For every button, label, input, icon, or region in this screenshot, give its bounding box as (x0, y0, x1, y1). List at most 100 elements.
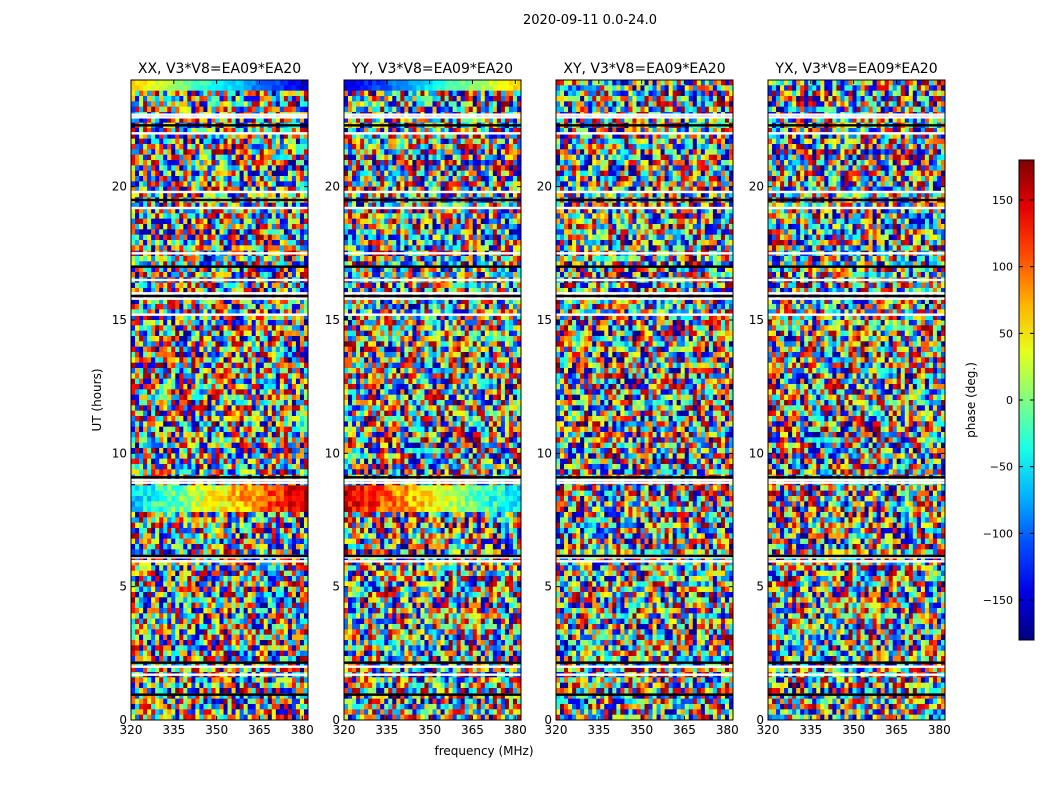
heatmap-cell (251, 229, 257, 236)
heatmap-cell (179, 341, 184, 348)
heatmap-cell (203, 160, 208, 166)
heatmap-cell (203, 341, 208, 348)
heatmap-cell (227, 570, 232, 577)
heatmap-cell (155, 138, 160, 145)
heatmap-cell (291, 288, 297, 294)
heatmap-cell (179, 309, 184, 316)
heatmap-cell (147, 389, 152, 396)
heatmap-cell (151, 645, 156, 652)
heatmap-cell (263, 528, 269, 534)
heatmap-cell (147, 144, 152, 150)
heatmap-cell (207, 442, 212, 449)
heatmap-cell (255, 320, 261, 326)
heatmap-cell (195, 458, 200, 465)
heatmap-cell (139, 634, 144, 641)
heatmap-cell (267, 208, 273, 214)
heatmap-cell (191, 202, 196, 209)
heatmap-cell (175, 213, 180, 220)
heatmap-cell (207, 549, 212, 556)
heatmap-cell (183, 485, 188, 492)
heatmap-cell (275, 320, 281, 326)
heatmap-cell (215, 224, 220, 230)
heatmap-cell (207, 80, 212, 86)
heatmap-cell (295, 336, 301, 342)
heatmap-cell (183, 133, 188, 140)
heatmap-cell (271, 176, 277, 182)
heatmap-cell (263, 90, 269, 97)
heatmap-cell (279, 618, 285, 625)
heatmap-cell (215, 581, 220, 588)
heatmap-cell (251, 453, 257, 460)
heatmap-cell (219, 613, 224, 620)
heatmap-cell (239, 378, 245, 385)
heatmap-cell (299, 192, 305, 198)
heatmap-cell (251, 181, 257, 188)
heatmap-cell (291, 186, 297, 193)
heatmap-cell (231, 522, 236, 529)
heatmap-cell (131, 421, 136, 428)
heatmap-cell (215, 261, 220, 268)
heatmap-cell (235, 234, 241, 241)
heatmap-cell (303, 613, 308, 620)
heatmap-cell (191, 309, 196, 316)
heatmap-cell (231, 186, 236, 193)
heatmap-cell (243, 373, 249, 380)
heatmap-cell (263, 661, 269, 668)
heatmap-cell (151, 458, 156, 465)
heatmap-cell (155, 325, 160, 332)
heatmap-cell (135, 133, 140, 140)
heatmap-cell (187, 661, 192, 668)
heatmap-cell (223, 245, 228, 252)
heatmap-cell (187, 314, 192, 321)
heatmap-cell (139, 517, 144, 524)
heatmap-cell (195, 490, 200, 497)
heatmap-cell (239, 154, 245, 161)
heatmap-cell (231, 229, 236, 236)
heatmap-cell (203, 565, 208, 572)
heatmap-cell (187, 458, 192, 465)
heatmap-cell (139, 170, 144, 177)
heatmap-cell (147, 517, 152, 524)
heatmap-cell (299, 426, 305, 433)
heatmap-cell (275, 458, 281, 465)
heatmap-cell (191, 378, 196, 385)
heatmap-cell (231, 432, 236, 438)
heatmap-cell (211, 186, 216, 193)
heatmap-cell (231, 133, 236, 140)
heatmap-cell (171, 138, 176, 145)
heatmap-cell (147, 506, 152, 513)
heatmap-cell (199, 213, 204, 220)
heatmap-cell (291, 448, 297, 454)
heatmap-cell (259, 533, 265, 540)
heatmap-cell (203, 234, 208, 241)
heatmap-cell (159, 645, 164, 652)
heatmap-cell (295, 570, 301, 577)
heatmap-cell (203, 400, 208, 406)
heatmap-cell (183, 181, 188, 188)
heatmap-cell (163, 394, 168, 401)
heatmap-cell (267, 661, 273, 668)
heatmap-cell (263, 624, 269, 630)
heatmap-cell (151, 240, 156, 246)
heatmap-cell (135, 384, 140, 390)
heatmap-cell (151, 650, 156, 657)
heatmap-cell (279, 448, 285, 454)
heatmap-cell (143, 373, 148, 380)
heatmap-cell (295, 533, 301, 540)
heatmap-cell (203, 538, 208, 545)
heatmap-cell (231, 362, 236, 369)
heatmap-cell (131, 624, 136, 630)
heatmap-cell (147, 650, 152, 657)
heatmap-cell (155, 314, 160, 321)
heatmap-cell (147, 597, 152, 604)
heatmap-cell (291, 117, 297, 124)
heatmap-cell (219, 341, 224, 348)
heatmap-cell (219, 384, 224, 390)
heatmap-cell (279, 624, 285, 630)
heatmap-cell (287, 394, 293, 401)
heatmap-cell (187, 309, 192, 316)
heatmap-cell (263, 640, 269, 646)
heatmap-cell (195, 581, 200, 588)
heatmap-cell (223, 576, 228, 582)
heatmap-cell (135, 490, 140, 497)
